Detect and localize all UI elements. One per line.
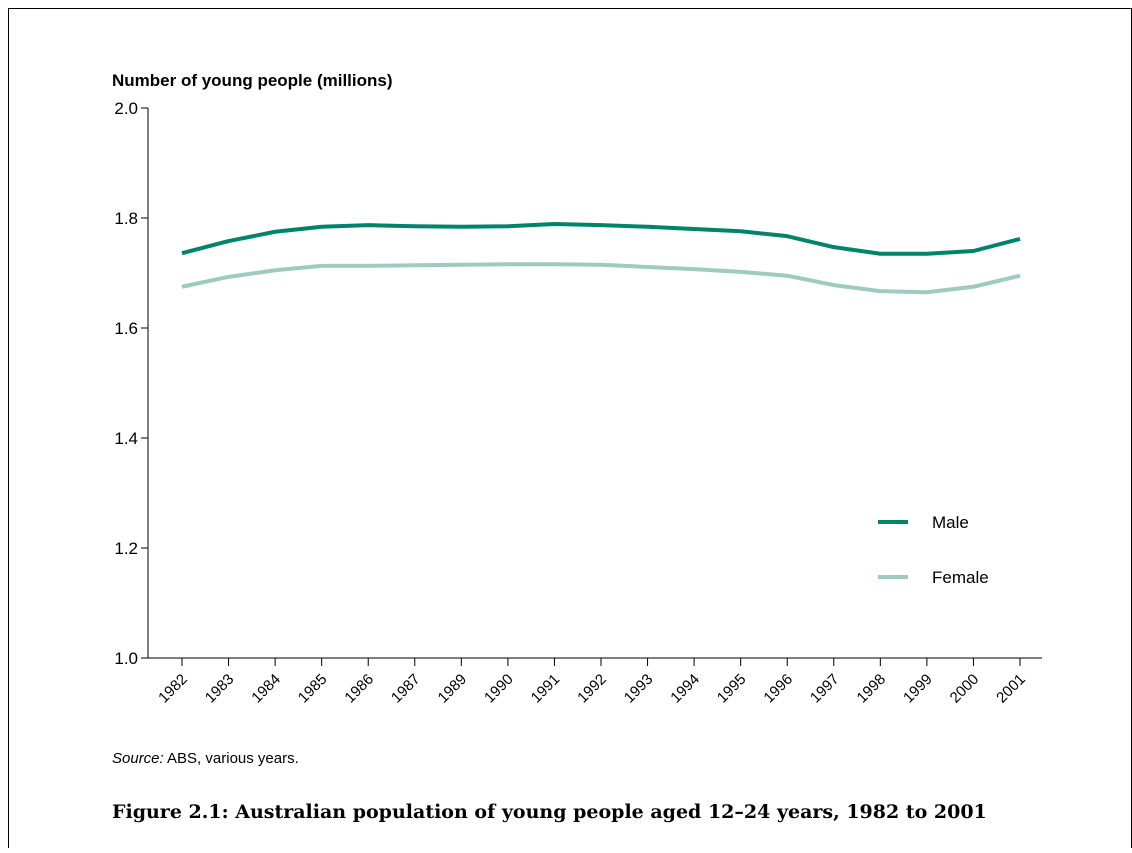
source-text: ABS, various years. xyxy=(167,750,299,767)
x-tick-label: 1987 xyxy=(388,671,424,707)
x-tick-label: 1999 xyxy=(900,671,936,707)
x-tick-label: 1985 xyxy=(295,671,331,707)
legend-label: Male xyxy=(932,513,969,532)
series-line xyxy=(181,262,1021,295)
caption: Figure 2.1: Australian population of you… xyxy=(112,801,987,823)
source-label: Source: xyxy=(112,750,164,767)
x-tick-label: 1986 xyxy=(341,671,377,707)
x-tick-label: 1992 xyxy=(574,671,610,707)
x-tick-label: 1993 xyxy=(621,671,657,707)
x-tick-label: 1996 xyxy=(760,671,796,707)
x-tick-label: 1997 xyxy=(807,671,843,707)
x-tick-label: 1982 xyxy=(155,671,191,707)
x-tick-label: 1983 xyxy=(202,671,238,707)
x-tick-label: 2000 xyxy=(947,671,983,707)
y-tick-label: 2.0 xyxy=(114,99,138,118)
x-tick-label: 1990 xyxy=(481,671,517,707)
frame xyxy=(8,8,1132,848)
x-tick-label: 1995 xyxy=(714,671,750,707)
series-line xyxy=(181,222,1021,256)
x-tick-label: 2001 xyxy=(993,671,1029,707)
legend-label: Female xyxy=(932,568,989,587)
y-tick-label: 1.6 xyxy=(114,319,138,338)
x-tick-label: 1989 xyxy=(435,671,471,707)
x-tick-label: 1998 xyxy=(854,671,890,707)
y-tick-label: 1.4 xyxy=(114,429,138,448)
y-tick-label: 1.2 xyxy=(114,539,138,558)
x-tick-label: 1984 xyxy=(248,671,284,707)
y-tick-label: 1.8 xyxy=(114,209,138,228)
source: Source: ABS, various years. xyxy=(112,750,299,767)
y-tick-label: 1.0 xyxy=(114,649,138,668)
y-axis-label: Number of young people (millions) xyxy=(112,71,393,90)
x-tick-label: 1991 xyxy=(528,671,564,707)
x-tick-label: 1994 xyxy=(667,671,703,707)
